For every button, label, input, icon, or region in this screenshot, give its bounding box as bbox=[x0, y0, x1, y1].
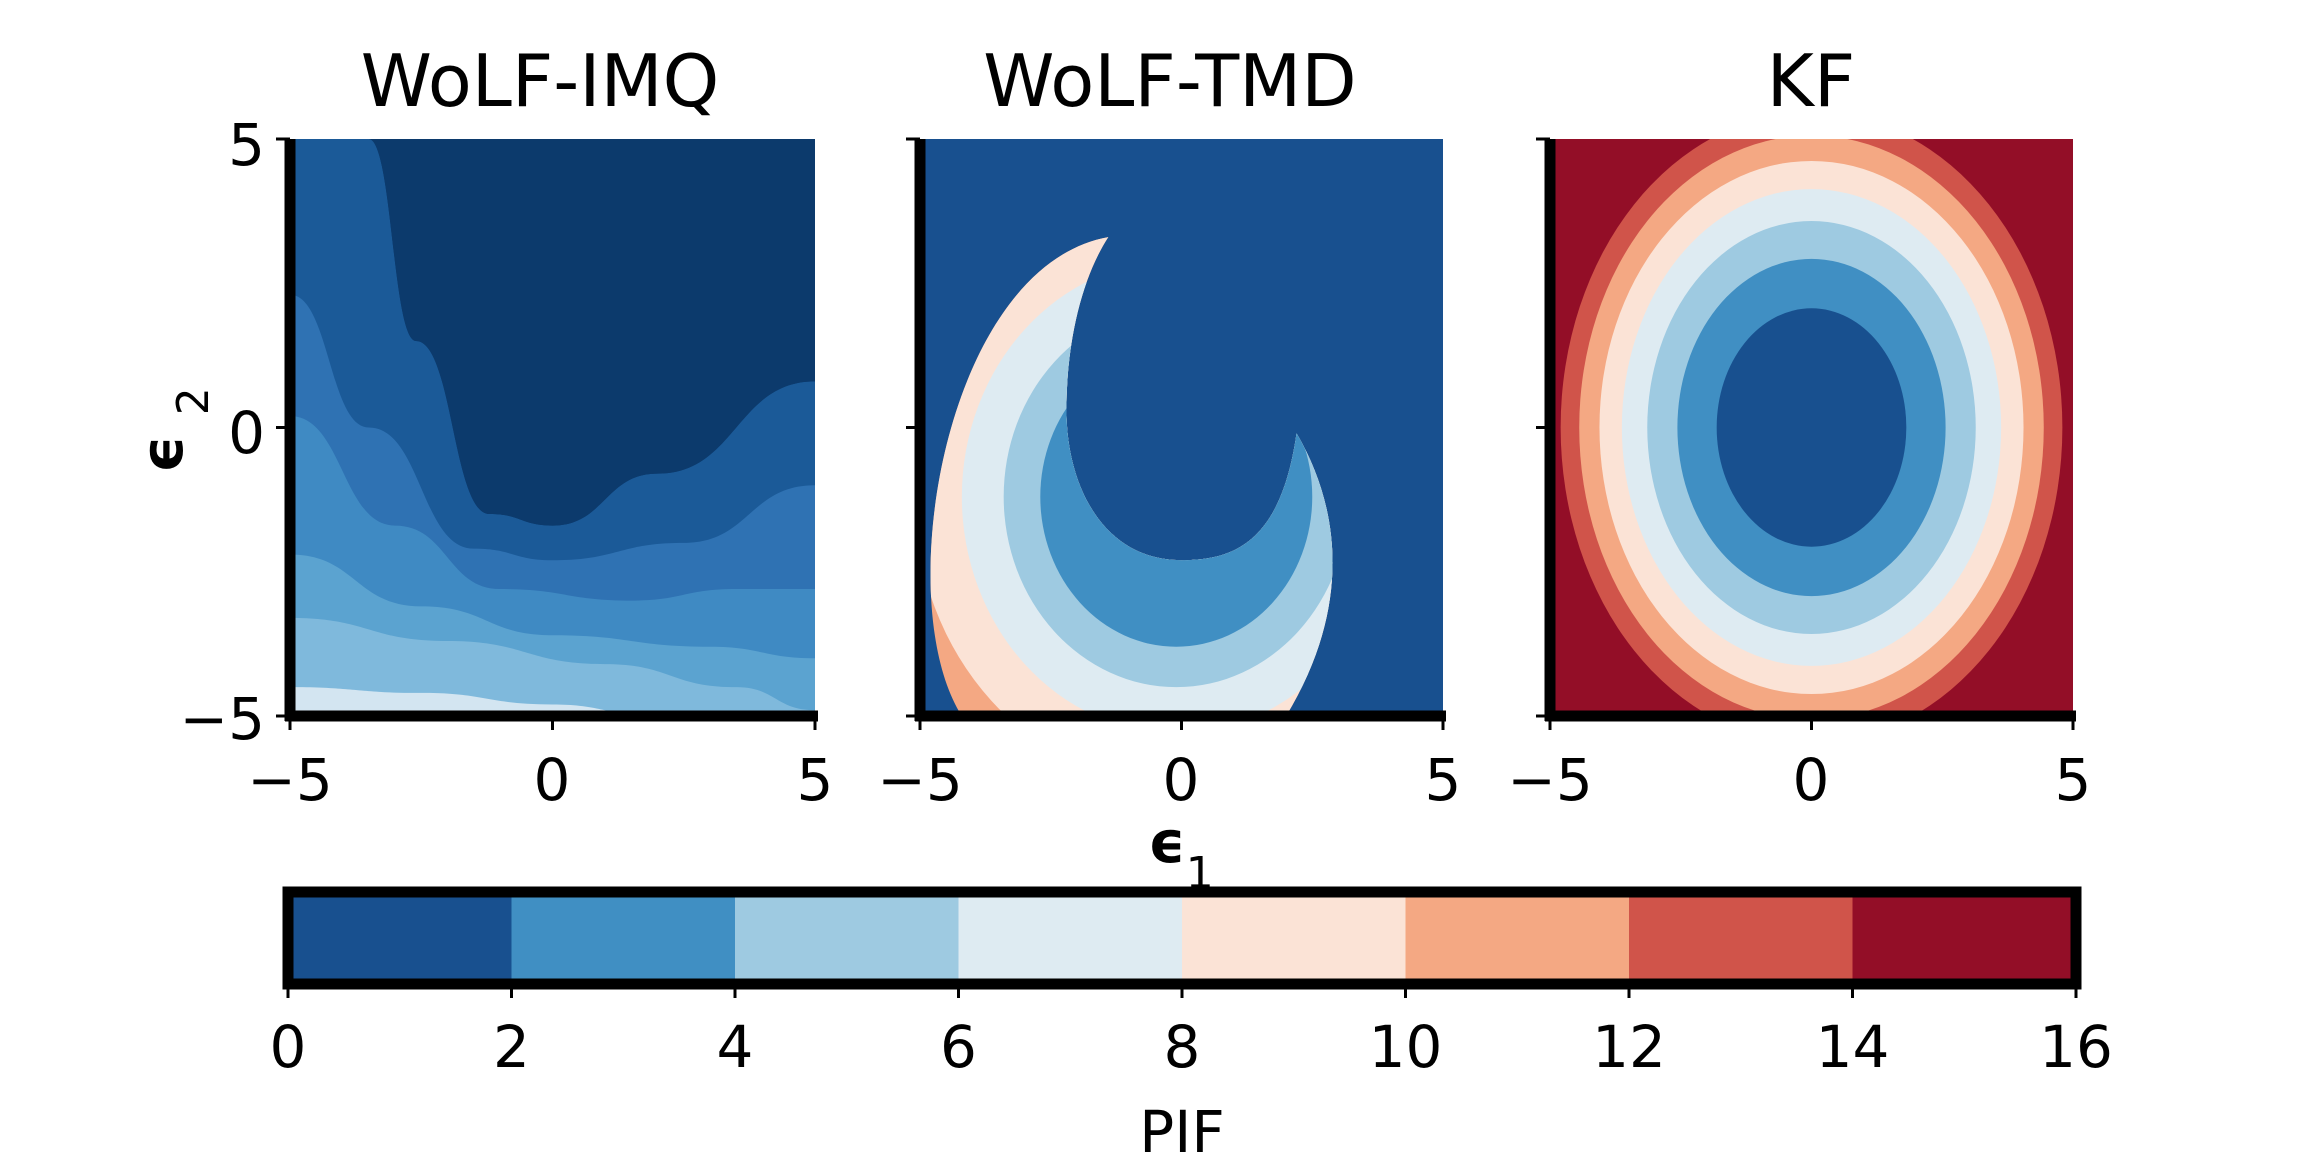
x-tick-label-right: 5 bbox=[797, 746, 834, 814]
y-axis-label: ϵ 2 bbox=[128, 387, 219, 473]
panel-wolf-tmd: WoLF-TMD −5 0 5 ϵ1 bbox=[877, 39, 1462, 899]
panel-wolf-imq: WoLF-IMQ 5 0 −5 −5 0 5 ϵ 2 bbox=[128, 39, 833, 814]
colorbar: 0 2 4 6 8 10 12 14 16 PIF bbox=[270, 886, 2113, 1152]
colorbar-tick-label: 10 bbox=[1369, 1013, 1443, 1081]
x-tick-label-left: −5 bbox=[247, 746, 333, 814]
colorbar-tick-label: 4 bbox=[717, 1013, 754, 1081]
colorbar-swatch bbox=[511, 892, 736, 984]
contour-ring bbox=[1716, 308, 1907, 547]
x-tick-label-left: −5 bbox=[1507, 746, 1593, 814]
colorbar-swatch bbox=[958, 892, 1183, 984]
heatmap-wolf-imq bbox=[290, 139, 815, 716]
colorbar-swatches bbox=[288, 892, 2077, 984]
colorbar-swatch bbox=[1629, 892, 1853, 984]
heatmap-wolf-tmd bbox=[920, 139, 1443, 716]
colorbar-tick-label: 16 bbox=[2039, 1013, 2113, 1081]
x-tick-label-middle: 0 bbox=[534, 746, 571, 814]
colorbar-tick-label: 0 bbox=[270, 1013, 307, 1081]
panel-title-wolf-imq: WoLF-IMQ bbox=[361, 39, 720, 123]
colorbar-tick-label: 14 bbox=[1816, 1013, 1890, 1081]
panel-kf: KF −5 0 5 bbox=[1507, 39, 2091, 814]
x-tick-label-right: 5 bbox=[2055, 746, 2092, 814]
y-tick-label-bottom: −5 bbox=[180, 685, 266, 753]
y-tick-label-top: 5 bbox=[228, 111, 265, 179]
contour-band-darkest bbox=[368, 139, 815, 526]
colorbar-ticks: 0 2 4 6 8 10 12 14 16 bbox=[270, 984, 2113, 1081]
x-tick-label-right: 5 bbox=[1425, 746, 1462, 814]
colorbar-tick-label: 6 bbox=[940, 1013, 977, 1081]
colorbar-label: PIF bbox=[1139, 1098, 1224, 1152]
panel-title-wolf-tmd: WoLF-TMD bbox=[983, 39, 1356, 123]
axes-kf bbox=[1536, 137, 2076, 730]
colorbar-swatch bbox=[735, 892, 959, 984]
heatmap-kf bbox=[1550, 139, 2073, 716]
x-tick-label-middle: 0 bbox=[1793, 746, 1830, 814]
x-tick-label-middle: 0 bbox=[1163, 746, 1200, 814]
colorbar-tick-label: 8 bbox=[1164, 1013, 1201, 1081]
colorbar-swatch bbox=[1852, 892, 2077, 984]
colorbar-swatch bbox=[288, 892, 512, 984]
panel-title-kf: KF bbox=[1767, 39, 1856, 123]
x-tick-label-left: −5 bbox=[877, 746, 963, 814]
axes-wolf-imq bbox=[276, 137, 818, 730]
axes-wolf-tmd bbox=[906, 137, 1446, 730]
x-axis-label: ϵ1 bbox=[1148, 808, 1213, 899]
y-tick-label-middle: 0 bbox=[228, 399, 265, 467]
colorbar-tick-label: 12 bbox=[1592, 1013, 1666, 1081]
colorbar-tick-label: 2 bbox=[493, 1013, 530, 1081]
colorbar-swatch bbox=[1182, 892, 1406, 984]
colorbar-swatch bbox=[1405, 892, 1630, 984]
